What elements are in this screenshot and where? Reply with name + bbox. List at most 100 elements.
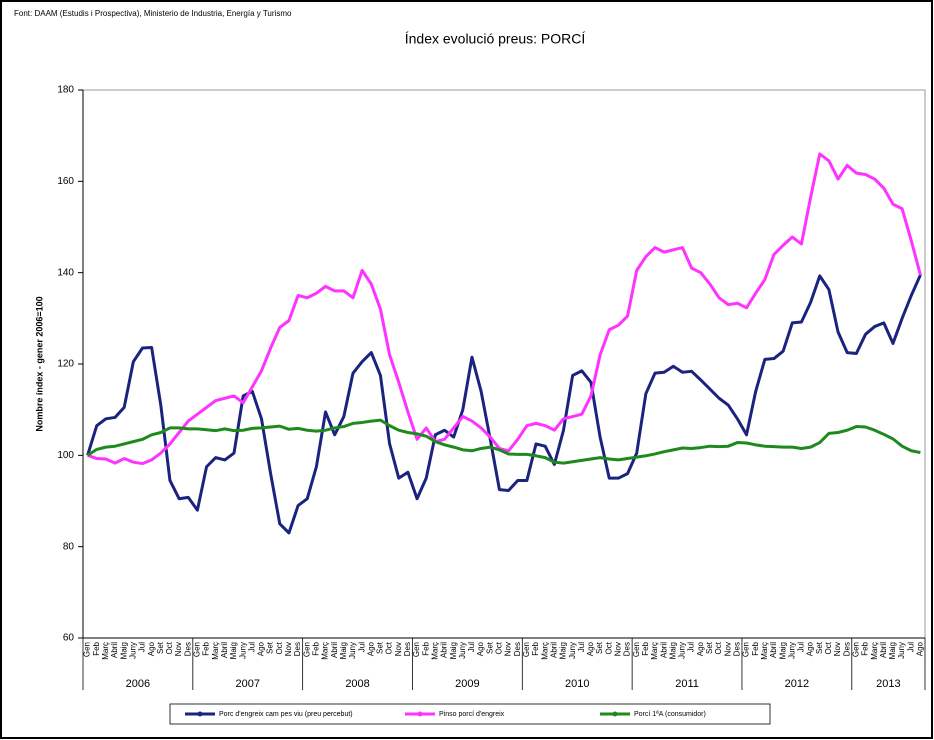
year-label: 2010 [565, 678, 589, 690]
x-tick-label: Juny [128, 642, 137, 659]
legend-label: Pinso porcí d'engreix [439, 711, 505, 718]
x-tick-label: Des [293, 642, 302, 656]
x-tick-label: Gen [412, 642, 421, 657]
x-tick-label: Abril [330, 642, 339, 658]
x-tick-label: Nov [723, 642, 732, 656]
x-tick-label: Des [842, 642, 851, 656]
x-tick-label: Des [732, 642, 741, 656]
x-tick-label: Jul [357, 642, 366, 652]
year-label: 2007 [235, 678, 259, 690]
y-tick-label: 160 [57, 176, 74, 187]
x-tick-label: Feb [92, 641, 101, 655]
x-tick-label: Feb [531, 641, 540, 655]
x-tick-label: Gen [742, 642, 751, 657]
x-tick-label: Abril [220, 642, 229, 658]
x-tick-label: Maig [449, 642, 458, 659]
x-tick-label: Set [815, 641, 824, 654]
x-tick-label: Oct [714, 641, 723, 654]
x-tick-label: Oct [275, 641, 284, 654]
x-tick-label: Juny [568, 642, 577, 659]
x-tick-label: Maig [119, 642, 128, 659]
x-tick-label: Juny [897, 642, 906, 659]
year-label: 2006 [126, 678, 150, 690]
x-tick-label: Feb [751, 641, 760, 655]
x-tick-label: Ago [147, 641, 156, 656]
x-tick-label: Juny [678, 642, 687, 659]
year-label: 2011 [675, 678, 699, 690]
x-tick-label: Jul [247, 642, 256, 652]
x-tick-label: Jul [906, 642, 915, 652]
x-tick-label: Març [430, 642, 439, 660]
x-tick-label: Feb [202, 641, 211, 655]
x-tick-label: Juny [238, 642, 247, 659]
x-tick-label: Feb [421, 641, 430, 655]
x-tick-label: Juny [787, 642, 796, 659]
x-tick-label: Ago [476, 641, 485, 656]
x-tick-label: Nov [394, 642, 403, 656]
x-tick-label: Jul [687, 642, 696, 652]
x-tick-label: Jul [467, 642, 476, 652]
x-tick-label: Gen [193, 642, 202, 657]
x-tick-label: Jul [797, 642, 806, 652]
x-tick-label: Feb [861, 641, 870, 655]
x-tick-label: Oct [824, 641, 833, 654]
x-tick-label: Ago [696, 641, 705, 656]
x-tick-label: Maig [559, 642, 568, 659]
x-tick-label: Maig [229, 642, 238, 659]
y-axis-label: Nombre índex - gener 2006=100 [34, 296, 44, 431]
x-tick-label: Març [101, 642, 110, 660]
x-tick-label: Oct [604, 641, 613, 654]
x-tick-label: Set [485, 641, 494, 654]
x-tick-label: Set [266, 641, 275, 654]
legend-swatch-dot [197, 711, 203, 717]
series-line [86, 418, 921, 465]
year-label: 2013 [876, 678, 900, 690]
legend-swatch-dot [612, 711, 618, 717]
x-tick-label: Nov [174, 642, 183, 656]
x-tick-label: Maig [778, 642, 787, 659]
y-tick-label: 60 [63, 633, 75, 644]
x-tick-label: Set [376, 641, 385, 654]
y-tick-label: 80 [63, 541, 75, 552]
x-tick-label: Abril [110, 642, 119, 658]
source: Font: DAAM (Estudis i Prospectiva), Mini… [14, 9, 292, 18]
x-tick-label: Ago [806, 641, 815, 656]
x-tick-label: Jul [138, 642, 147, 652]
x-tick-label: Ago [916, 641, 925, 656]
x-tick-label: Gen [522, 642, 531, 657]
y-tick-label: 140 [57, 267, 74, 278]
x-tick-label: Abril [659, 642, 668, 658]
x-tick-label: Març [650, 642, 659, 660]
x-tick-label: Oct [385, 641, 394, 654]
chart-title: Índex evolució preus: PORCÍ [405, 31, 586, 47]
year-label: 2012 [785, 678, 809, 690]
x-tick-label: Juny [458, 642, 467, 659]
x-tick-label: Des [513, 642, 522, 656]
x-tick-label: Juny [348, 642, 357, 659]
x-tick-label: Maig [888, 642, 897, 659]
x-tick-label: Gen [851, 642, 860, 657]
x-tick-label: Oct [495, 641, 504, 654]
year-label: 2008 [345, 678, 369, 690]
x-tick-label: Nov [833, 642, 842, 656]
x-tick-label: Març [321, 642, 330, 660]
x-tick-label: Nov [614, 642, 623, 656]
x-tick-label: Abril [769, 642, 778, 658]
x-tick-label: Abril [879, 642, 888, 658]
x-tick-label: Set [595, 641, 604, 654]
x-tick-label: Oct [165, 641, 174, 654]
x-tick-label: Des [403, 642, 412, 656]
x-tick-label: Feb [311, 641, 320, 655]
legend-swatch-dot [417, 711, 423, 717]
y-tick-label: 100 [57, 450, 74, 461]
x-tick-label: Gen [302, 642, 311, 657]
x-tick-label: Maig [339, 642, 348, 659]
legend-label: Porc d'engreix cam pes viu (preu percebu… [219, 711, 353, 718]
x-tick-label: Abril [549, 642, 558, 658]
x-tick-label: Maig [668, 642, 677, 659]
x-tick-label: Març [211, 642, 220, 660]
x-tick-label: Nov [504, 642, 513, 656]
x-tick-label: Març [870, 642, 879, 660]
